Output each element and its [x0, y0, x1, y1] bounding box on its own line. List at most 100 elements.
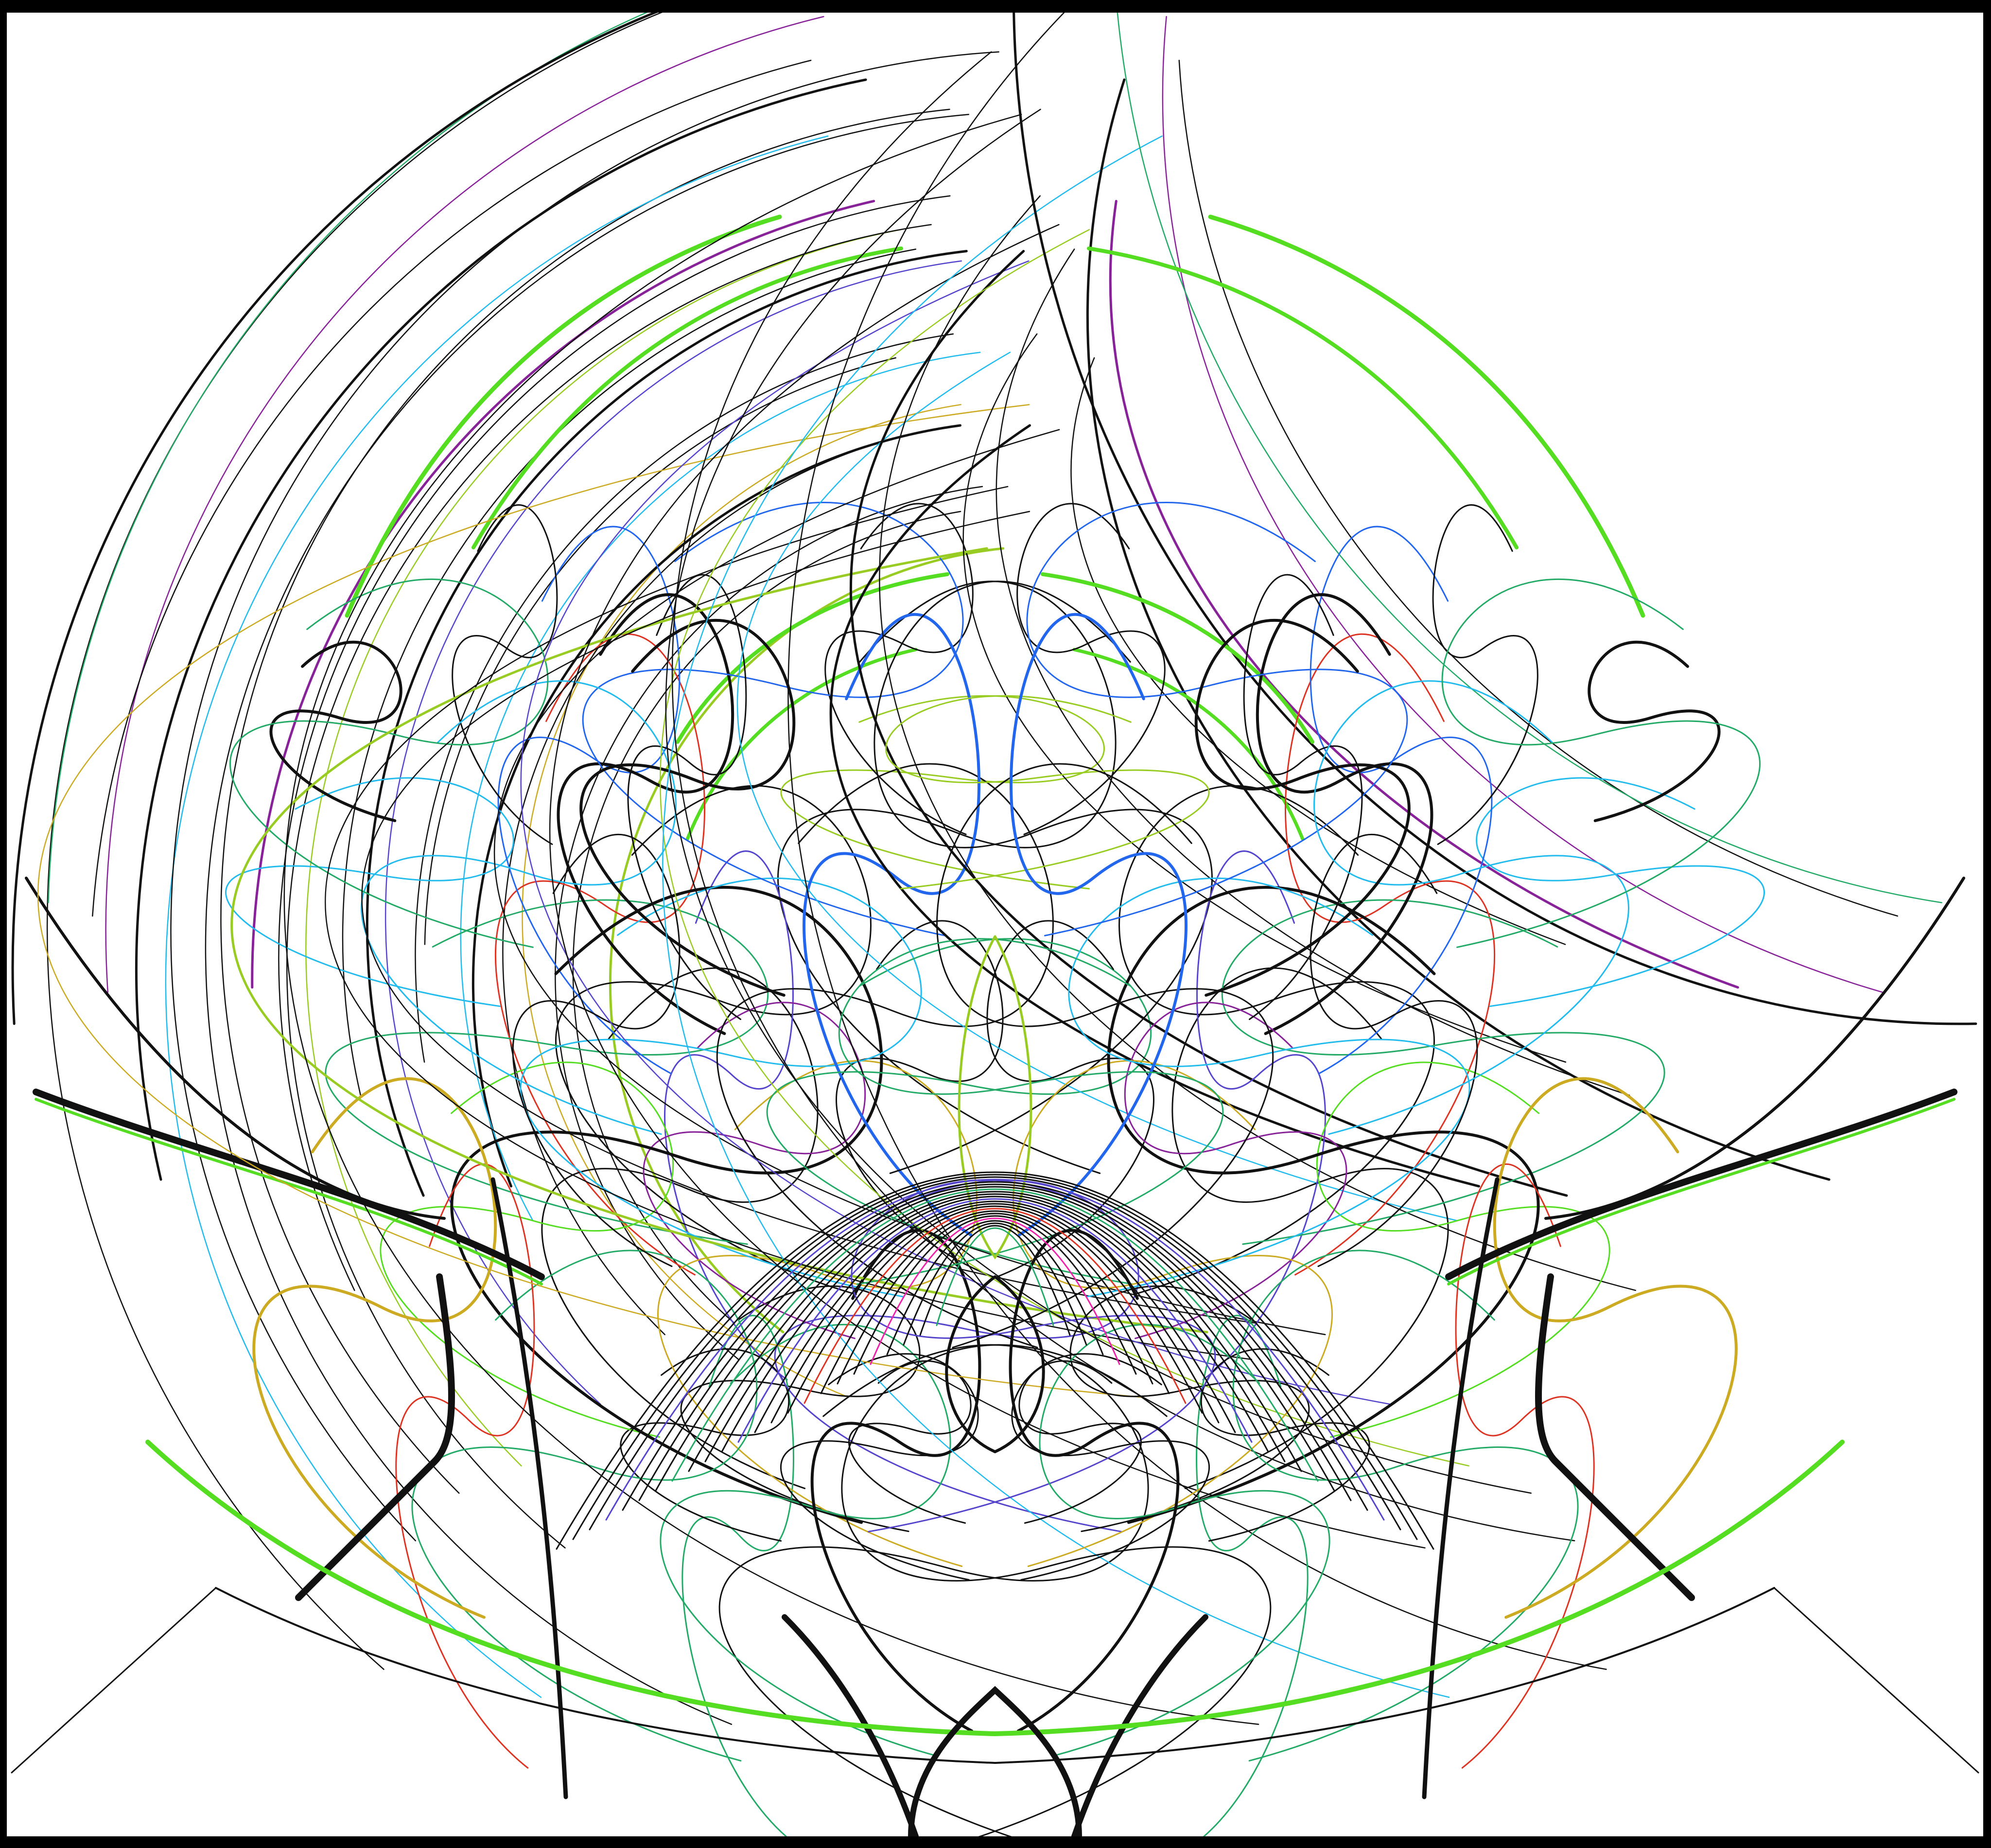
outer-arc-18-right [662, 135, 1450, 1698]
outer-arc-23-right [787, 13, 1607, 1670]
inner-loop-21-right [1107, 886, 1540, 1524]
inner-loop-11-left [269, 640, 402, 822]
inner-loop-19-left [643, 1002, 866, 1339]
inner-loop-10-left [681, 1315, 794, 1836]
green-arc-top-right [1208, 214, 1645, 618]
outer-arc-12-left [305, 229, 902, 1467]
inner-loop-19-right [1124, 1002, 1347, 1339]
center-arch-8 [803, 1208, 1187, 1404]
outer-arc-3-right [37, 404, 1143, 1398]
corner-line-left [11, 1587, 217, 1774]
bottom-green-arc-right [993, 1440, 1845, 1736]
outer-arc-0-right [230, 547, 1208, 1334]
inner-loop-25-left [512, 834, 681, 1267]
inner-loop-22-left [411, 1250, 758, 1762]
outer-arc-13-right [549, 224, 1426, 1549]
outer-arc-8-left [415, 333, 954, 1063]
inner-loop-21-left [450, 886, 883, 1524]
inner-loop-14-left [497, 526, 681, 1074]
outer-arc-11-right [996, 248, 1630, 1096]
lower-branch-left [295, 1273, 455, 1601]
outer-arc-16-right [665, 108, 1532, 1494]
inner-loop-12-right [1200, 1348, 1370, 1542]
center-arch-18 [638, 1183, 1352, 1501]
outer-arc-20-left [135, 78, 867, 1181]
artwork-center [556, 935, 1434, 1836]
inner-loop-24-left [520, 877, 922, 1298]
center-arch-12 [737, 1198, 1253, 1443]
outer-arc-17-left [205, 114, 970, 1725]
inner-loop-27-right [1016, 503, 1166, 835]
center-arch-6 [837, 1213, 1153, 1385]
center-arch-11 [754, 1200, 1236, 1433]
inner-loop-14-right [1310, 526, 1493, 1074]
bottom-green-arc-left [145, 1440, 997, 1736]
outer-arc-24-left [48, 13, 648, 903]
outer-arc-25-right [1013, 13, 1977, 1025]
inner-loop-39-right [1441, 578, 1761, 948]
inner-loop-10-right [1196, 1315, 1309, 1836]
inner-loop-9-left [664, 850, 794, 1381]
inner-loop-23-right [1455, 1163, 1595, 1769]
outer-arc-20-right [1086, 78, 1831, 1181]
center-arch-5 [853, 1215, 1137, 1375]
center-arch-10 [770, 1203, 1220, 1424]
lower-stem-left [490, 1177, 568, 1799]
inner-loop-11-right [1588, 640, 1721, 822]
outer-arc-5-right [829, 424, 1480, 1188]
inner-loop-7-right [1171, 967, 1449, 1489]
inner-loop-35-right [1009, 1229, 1180, 1733]
lower-branch-right [1535, 1273, 1695, 1601]
inner-loop-6-right [986, 920, 1154, 1279]
green-arc-3-right [1041, 572, 1314, 744]
center-arch-19 [622, 1181, 1368, 1511]
root-curve-left [782, 1614, 919, 1836]
outer-arc-0-left [609, 547, 1005, 1334]
inner-loop-37-right [1011, 1353, 1210, 1581]
outer-arc-11-left [342, 248, 917, 1096]
inner-loop-7-left [541, 967, 819, 1489]
outer-arc-19-right [671, 51, 1575, 1542]
center-arch-7 [820, 1210, 1170, 1394]
outer-arc-22-left [92, 59, 812, 917]
outer-arc-9-right [520, 260, 1391, 1405]
inner-loop-33-right [1493, 1077, 1738, 1619]
center-arch-21 [589, 1176, 1401, 1531]
outer-arc-14-left [278, 195, 951, 1291]
inner-loop-5-left [780, 695, 1105, 890]
green-arc-4-left [685, 648, 918, 841]
center-arch-2 [903, 1222, 1087, 1346]
center-petal-mid [945, 1275, 1045, 1454]
bold-diagonal-right [1445, 1089, 1957, 1280]
inner-loop-5-right [885, 695, 1210, 890]
inner-loop-9-right [1196, 850, 1326, 1381]
outer-arc-7-left [424, 357, 897, 945]
center-arch-15 [688, 1191, 1302, 1472]
inner-loop-28-right [1009, 613, 1188, 1237]
lower-stem-right [1422, 1177, 1500, 1799]
inner-loop-30-right [1039, 1324, 1330, 1757]
green-arc-4-right [1072, 648, 1305, 841]
inner-loop-37-left [780, 1353, 979, 1581]
center-arch-16 [671, 1188, 1319, 1482]
outer-arc-6-right [736, 352, 1458, 1221]
inner-loop-4-left [495, 633, 705, 1276]
outer-arc-23-left [46, 13, 663, 1670]
outer-arc-12-right [660, 229, 1469, 1467]
bold-diagonal-left [33, 1089, 545, 1280]
inner-loop-32-right [1313, 680, 1629, 1135]
inner-loop-28-left [803, 613, 981, 1237]
inner-loop-17-right [1432, 504, 1538, 845]
outer-arc-5-left [472, 424, 961, 1188]
inner-loop-6-left [836, 920, 1004, 1279]
outer-arc-15-left [251, 200, 875, 989]
outer-arc-10-right [849, 250, 1568, 1197]
center-arch-3 [886, 1220, 1104, 1355]
inner-loop-17-left [452, 504, 558, 845]
outer-arc-24-right [1117, 13, 1942, 903]
inner-loop-29-right [1026, 502, 1408, 936]
inner-loop-38-left [579, 619, 796, 997]
green-arc-2-right [1087, 246, 1519, 549]
outer-arc-2-right [325, 486, 1252, 1360]
inner-loop-26-left [716, 763, 1054, 1349]
